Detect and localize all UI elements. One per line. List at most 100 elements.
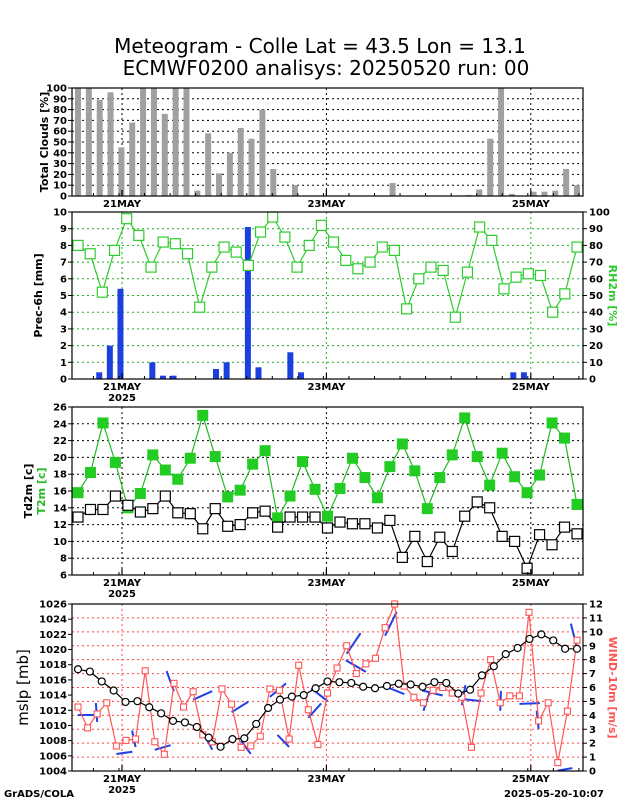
y-tick-label: 4 [60, 308, 67, 319]
x-tick-label: 25MAY [512, 199, 551, 210]
mslp-point [145, 703, 154, 712]
precip-bar [96, 372, 103, 379]
mslp-point [406, 680, 415, 689]
y2-tick-label: 50 [589, 291, 603, 302]
mslp-point [85, 667, 94, 676]
cloud-bar [129, 122, 136, 196]
td2m-point [459, 510, 471, 522]
wind-speed-point [477, 689, 485, 697]
cloud-bar [118, 147, 125, 196]
y-tick-label: 0 [60, 192, 67, 203]
wind-speed-point [160, 750, 168, 758]
wind-speed-point [170, 679, 178, 687]
y-tick-label: 10 [53, 181, 67, 192]
y-tick-label: 1026 [39, 600, 67, 611]
td2m-point [197, 523, 209, 535]
rh-point [303, 239, 315, 251]
precip-bars [96, 227, 527, 379]
precip-bar [223, 362, 230, 379]
wind-speed-point [381, 624, 389, 632]
y2-tick-label: 10 [589, 627, 603, 638]
mslp-point [394, 679, 403, 688]
rh-point [534, 269, 547, 282]
wind-barb [345, 659, 367, 673]
t2m-point [409, 465, 421, 477]
t2m-point [484, 479, 496, 491]
mslp-point [454, 689, 463, 698]
rh-point [364, 256, 376, 268]
mslp-point [477, 671, 487, 680]
mslp-point [299, 690, 308, 700]
td2m-point [446, 545, 458, 558]
t2m-point [72, 487, 84, 499]
precip-xaxis: 21MAY202523MAY25MAY27MAY29MAY [92, 373, 580, 404]
mslp-point [501, 649, 510, 659]
y-tick-label: 1 [60, 358, 67, 369]
t2m-point [247, 458, 259, 470]
wind-speed-point [141, 667, 149, 675]
rh-point [181, 248, 194, 260]
y-tick-label: 8 [60, 554, 67, 565]
y-tick-label: 1022 [39, 630, 67, 641]
rh-point [388, 244, 401, 257]
mslp-point [228, 735, 237, 744]
wind-barb [154, 744, 171, 751]
mslp-point [537, 630, 546, 639]
mslp-point [335, 678, 344, 687]
td2m-point [396, 551, 408, 563]
rh-point [425, 261, 437, 273]
wind-speed-point [515, 692, 523, 700]
mslp-point [157, 709, 166, 718]
t2m-point [546, 417, 558, 429]
td2m-point [109, 490, 122, 502]
rh-point [559, 288, 571, 300]
td2m-point [571, 528, 583, 540]
y2-tick-label: 10 [589, 358, 603, 369]
mslp-point [442, 678, 451, 688]
td2m-point [309, 511, 321, 523]
cloud-bar [96, 99, 103, 196]
y-tick-label: 1016 [39, 675, 67, 686]
y-tick-label: 14 [53, 503, 67, 514]
wind-speed-point [352, 670, 360, 678]
t2m-ylabel: T2m [c] [35, 467, 48, 514]
clouds-bars [75, 88, 580, 196]
x-tick-label: 23MAY [307, 199, 346, 210]
precip-ylabel: Prec-6h [mm] [32, 253, 45, 337]
y-tick-label: 100 [46, 84, 67, 95]
t2m-point [259, 445, 271, 457]
rh-point [169, 238, 181, 250]
y2-tick-label: 12 [589, 600, 603, 611]
precip-bar [170, 375, 177, 379]
mslp-point [252, 719, 261, 729]
td2m-point [434, 531, 446, 543]
t2m-point [496, 447, 508, 459]
t2m-point [571, 498, 583, 510]
t2m-point [509, 471, 521, 483]
mslp-point [430, 678, 439, 687]
td2m-point [421, 555, 433, 568]
td2m-point [484, 502, 496, 514]
y-tick-label: 1014 [39, 691, 67, 702]
y-tick-label: 12 [53, 520, 67, 531]
rh-point [474, 221, 486, 233]
rh-point [498, 283, 510, 295]
td2m-point [334, 516, 346, 528]
x-tick-label: 23MAY [307, 774, 346, 785]
td2m-point [471, 496, 483, 508]
t2m-point [272, 512, 284, 524]
y-tick-label: 30 [53, 159, 67, 170]
y2-tick-label: 0 [589, 767, 596, 778]
wind-speed-point [535, 717, 543, 725]
cloud-bar [140, 88, 147, 196]
t2m-point [471, 451, 483, 463]
t2m-point [322, 510, 333, 522]
wind-barb [276, 734, 290, 748]
precip-yaxis: 0 1 2 3 4 5 6 7 8 9 10 [53, 208, 72, 386]
x-tick-label: 25MAY [512, 774, 551, 785]
mslp-point [572, 644, 582, 653]
td2m-point [134, 506, 146, 518]
x-tick-year: 2025 [108, 393, 136, 404]
